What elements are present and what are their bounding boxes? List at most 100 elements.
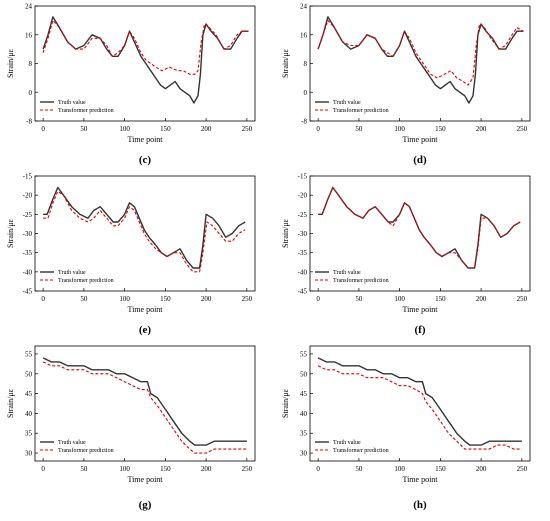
x-tick-label: 100 xyxy=(394,465,405,473)
x-axis-label: Time point xyxy=(127,135,163,144)
y-tick-label: -15 xyxy=(298,173,308,181)
y-tick-label: -20 xyxy=(23,192,33,200)
x-axis-label: Time point xyxy=(402,475,438,484)
series-line-truth xyxy=(43,186,246,269)
x-tick-label: 150 xyxy=(435,295,446,303)
panel-label: (e) xyxy=(139,324,152,336)
x-tick-label: 200 xyxy=(476,125,487,133)
x-tick-label: 50 xyxy=(355,295,363,303)
x-tick-label: 150 xyxy=(435,465,446,473)
x-tick-label: 250 xyxy=(242,125,253,133)
x-tick-label: 100 xyxy=(119,465,130,473)
legend-entry: Truth value xyxy=(58,270,86,276)
legend-entry: Transformer prediction xyxy=(58,277,114,284)
x-tick-label: 50 xyxy=(80,125,88,133)
x-tick-label: 150 xyxy=(160,465,171,473)
legend-entry: Truth value xyxy=(58,100,86,106)
panel-label: (f) xyxy=(415,324,426,336)
legend-entry: Transformer prediction xyxy=(58,447,114,454)
y-tick-label: 45 xyxy=(300,390,308,398)
legend-entry: Truth value xyxy=(333,270,361,276)
x-tick-label: 100 xyxy=(394,125,405,133)
series-line-prediction xyxy=(317,19,524,86)
x-tick-label: 50 xyxy=(355,125,363,133)
legend-entry: Truth value xyxy=(58,440,86,446)
panel-label: (g) xyxy=(139,499,152,511)
x-tick-label: 150 xyxy=(160,295,171,303)
x-tick-label: 100 xyxy=(119,125,130,133)
plot-frame xyxy=(309,345,531,462)
y-tick-label: -40 xyxy=(298,268,308,276)
x-tick-label: 50 xyxy=(355,465,363,473)
series-line-prediction xyxy=(317,365,522,450)
x-axis-label: Time point xyxy=(127,475,163,484)
y-tick-label: 16 xyxy=(25,31,33,39)
x-tick-label: 150 xyxy=(160,125,171,133)
x-tick-label: 100 xyxy=(394,295,405,303)
y-axis-label: Strain/με xyxy=(281,388,290,418)
x-tick-label: 250 xyxy=(517,295,528,303)
plot-frame xyxy=(34,345,256,462)
series-line-truth xyxy=(318,186,521,269)
y-tick-label: 24 xyxy=(300,3,308,11)
x-tick-label: 250 xyxy=(517,125,528,133)
x-tick-label: 0 xyxy=(316,465,320,473)
x-tick-label: 200 xyxy=(201,465,212,473)
y-axis-label: Strain/με xyxy=(281,48,290,78)
y-tick-label: -25 xyxy=(298,211,308,219)
y-tick-label: -15 xyxy=(23,173,33,181)
x-tick-label: 200 xyxy=(201,125,212,133)
y-axis-label: Strain/με xyxy=(6,218,15,248)
y-tick-label: -45 xyxy=(23,288,33,296)
chart-panel-d: 0 50 100 150 200 250 -8 0 8 16 24 Time point Strain/… xyxy=(281,3,531,166)
y-tick-label: -20 xyxy=(298,192,308,200)
x-tick-label: 0 xyxy=(41,465,45,473)
y-tick-label: 24 xyxy=(25,3,33,11)
x-tick-label: 250 xyxy=(517,465,528,473)
chart-panel-e: 0 50 100 150 200 250 -45 -40 -35 -30 -25 -20 -15 Time… xyxy=(6,173,256,336)
series-line-prediction xyxy=(42,361,247,454)
y-tick-label: 35 xyxy=(300,430,308,438)
chart-panel-f: 0 50 100 150 200 250 -45 -40 -35 -30 -25 -20 -15 Time… xyxy=(281,173,531,336)
y-tick-label: -25 xyxy=(23,211,33,219)
legend-entry: Transformer prediction xyxy=(333,447,389,454)
chart-panel-c: 0 50 100 150 200 250 -8 0 8 16 24 Time point Strain/… xyxy=(6,3,256,166)
series-line-prediction xyxy=(43,190,246,273)
y-tick-label: -40 xyxy=(23,268,33,276)
chart-panel-h: 0 50 100 150 200 250 30 35 40 45 50 55 Time point Str… xyxy=(281,345,531,511)
legend-entry: Transformer prediction xyxy=(58,107,114,114)
chart-panel-g: 0 50 100 150 200 250 30 35 40 45 50 55 Time point Str… xyxy=(6,345,256,511)
x-tick-label: 150 xyxy=(435,125,446,133)
y-tick-label: 45 xyxy=(25,390,33,398)
y-tick-label: -30 xyxy=(298,230,308,238)
x-tick-label: 200 xyxy=(201,295,212,303)
y-axis-label: Strain/με xyxy=(6,388,15,418)
y-tick-label: 40 xyxy=(300,410,308,418)
x-tick-label: 250 xyxy=(242,465,253,473)
y-tick-label: 50 xyxy=(300,370,308,378)
x-tick-label: 50 xyxy=(80,465,88,473)
y-tick-label: 30 xyxy=(25,450,33,458)
y-tick-label: -8 xyxy=(26,118,32,126)
y-tick-label: 40 xyxy=(25,410,33,418)
x-axis-label: Time point xyxy=(402,135,438,144)
legend-entry: Truth value xyxy=(333,440,361,446)
y-tick-label: 16 xyxy=(300,31,308,39)
y-tick-label: 8 xyxy=(304,60,308,68)
y-tick-label: 50 xyxy=(25,370,33,378)
y-tick-label: -8 xyxy=(301,118,307,126)
x-tick-label: 0 xyxy=(41,125,45,133)
y-tick-label: 30 xyxy=(300,450,308,458)
y-tick-label: 8 xyxy=(29,60,33,68)
y-tick-label: 55 xyxy=(300,350,308,358)
y-tick-label: -45 xyxy=(298,288,308,296)
y-tick-label: -35 xyxy=(298,249,308,257)
y-axis-label: Strain/με xyxy=(6,48,15,78)
legend-entry: Transformer prediction xyxy=(333,107,389,114)
x-tick-label: 200 xyxy=(476,295,487,303)
y-tick-label: -30 xyxy=(23,230,33,238)
x-tick-label: 0 xyxy=(41,295,45,303)
x-tick-label: 100 xyxy=(119,295,130,303)
x-tick-label: 250 xyxy=(242,295,253,303)
